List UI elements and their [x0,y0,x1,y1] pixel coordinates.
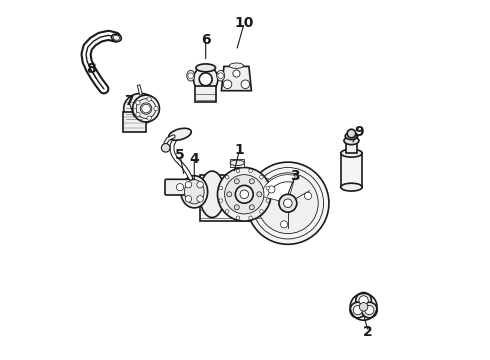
Circle shape [218,167,271,221]
Circle shape [362,302,377,318]
Circle shape [136,112,140,117]
Circle shape [268,186,275,193]
Circle shape [279,194,297,212]
Ellipse shape [136,99,156,118]
Circle shape [234,205,239,210]
Circle shape [235,185,253,203]
Circle shape [353,305,363,315]
Ellipse shape [112,34,122,41]
Ellipse shape [345,132,358,140]
Circle shape [249,179,254,184]
Circle shape [142,104,150,113]
Ellipse shape [341,183,362,191]
Circle shape [347,129,356,138]
Bar [346,143,357,153]
Circle shape [236,216,240,220]
Bar [195,86,217,103]
Circle shape [219,199,222,202]
Ellipse shape [341,149,362,157]
Circle shape [260,210,263,213]
Ellipse shape [230,160,245,166]
Text: 9: 9 [354,125,364,139]
Circle shape [356,293,371,308]
Text: 8: 8 [86,62,96,76]
Circle shape [223,80,232,89]
Ellipse shape [123,93,158,124]
Ellipse shape [196,64,216,72]
Ellipse shape [184,180,204,204]
Circle shape [233,70,240,77]
Circle shape [185,181,192,188]
Ellipse shape [199,171,224,217]
Circle shape [257,192,262,197]
Circle shape [199,73,212,86]
Bar [341,153,362,187]
Circle shape [266,199,270,202]
Circle shape [359,302,368,311]
Ellipse shape [187,70,195,81]
Ellipse shape [133,95,159,122]
Circle shape [225,175,229,179]
Text: 7: 7 [124,94,134,108]
Circle shape [136,100,140,105]
Circle shape [359,296,368,305]
Bar [123,112,146,132]
Circle shape [197,181,203,188]
Circle shape [147,116,151,120]
Text: 6: 6 [201,33,211,47]
Circle shape [154,107,158,111]
Circle shape [161,144,170,152]
Ellipse shape [169,128,191,140]
Circle shape [188,73,194,78]
Circle shape [365,305,374,315]
Circle shape [304,192,312,199]
Circle shape [249,169,252,172]
Circle shape [197,195,203,202]
Ellipse shape [217,70,224,81]
Circle shape [284,199,292,207]
FancyBboxPatch shape [165,179,195,195]
Circle shape [350,302,366,318]
Circle shape [185,195,192,202]
Ellipse shape [181,176,208,208]
Ellipse shape [229,63,244,68]
Circle shape [225,210,229,213]
Circle shape [281,221,288,228]
Bar [199,175,268,221]
Circle shape [249,205,254,210]
Bar [230,158,245,167]
Text: 1: 1 [235,143,245,157]
Circle shape [240,190,248,199]
Polygon shape [221,66,251,91]
Circle shape [236,169,240,172]
Circle shape [266,186,270,190]
Circle shape [147,97,151,101]
Circle shape [218,73,223,78]
Circle shape [234,179,239,184]
Text: 10: 10 [235,16,254,30]
Circle shape [247,162,329,244]
Circle shape [249,216,252,220]
Ellipse shape [194,66,218,93]
Circle shape [241,80,249,89]
Text: 3: 3 [290,170,300,184]
Circle shape [176,184,184,191]
Circle shape [219,186,222,190]
Circle shape [227,192,232,197]
Ellipse shape [344,137,359,145]
Ellipse shape [140,103,152,114]
Circle shape [258,173,318,234]
Text: 2: 2 [364,325,373,339]
Wedge shape [260,175,295,203]
Circle shape [260,175,263,179]
Ellipse shape [113,35,120,40]
Circle shape [224,175,264,214]
Text: 5: 5 [175,148,185,162]
Text: 4: 4 [190,152,199,166]
